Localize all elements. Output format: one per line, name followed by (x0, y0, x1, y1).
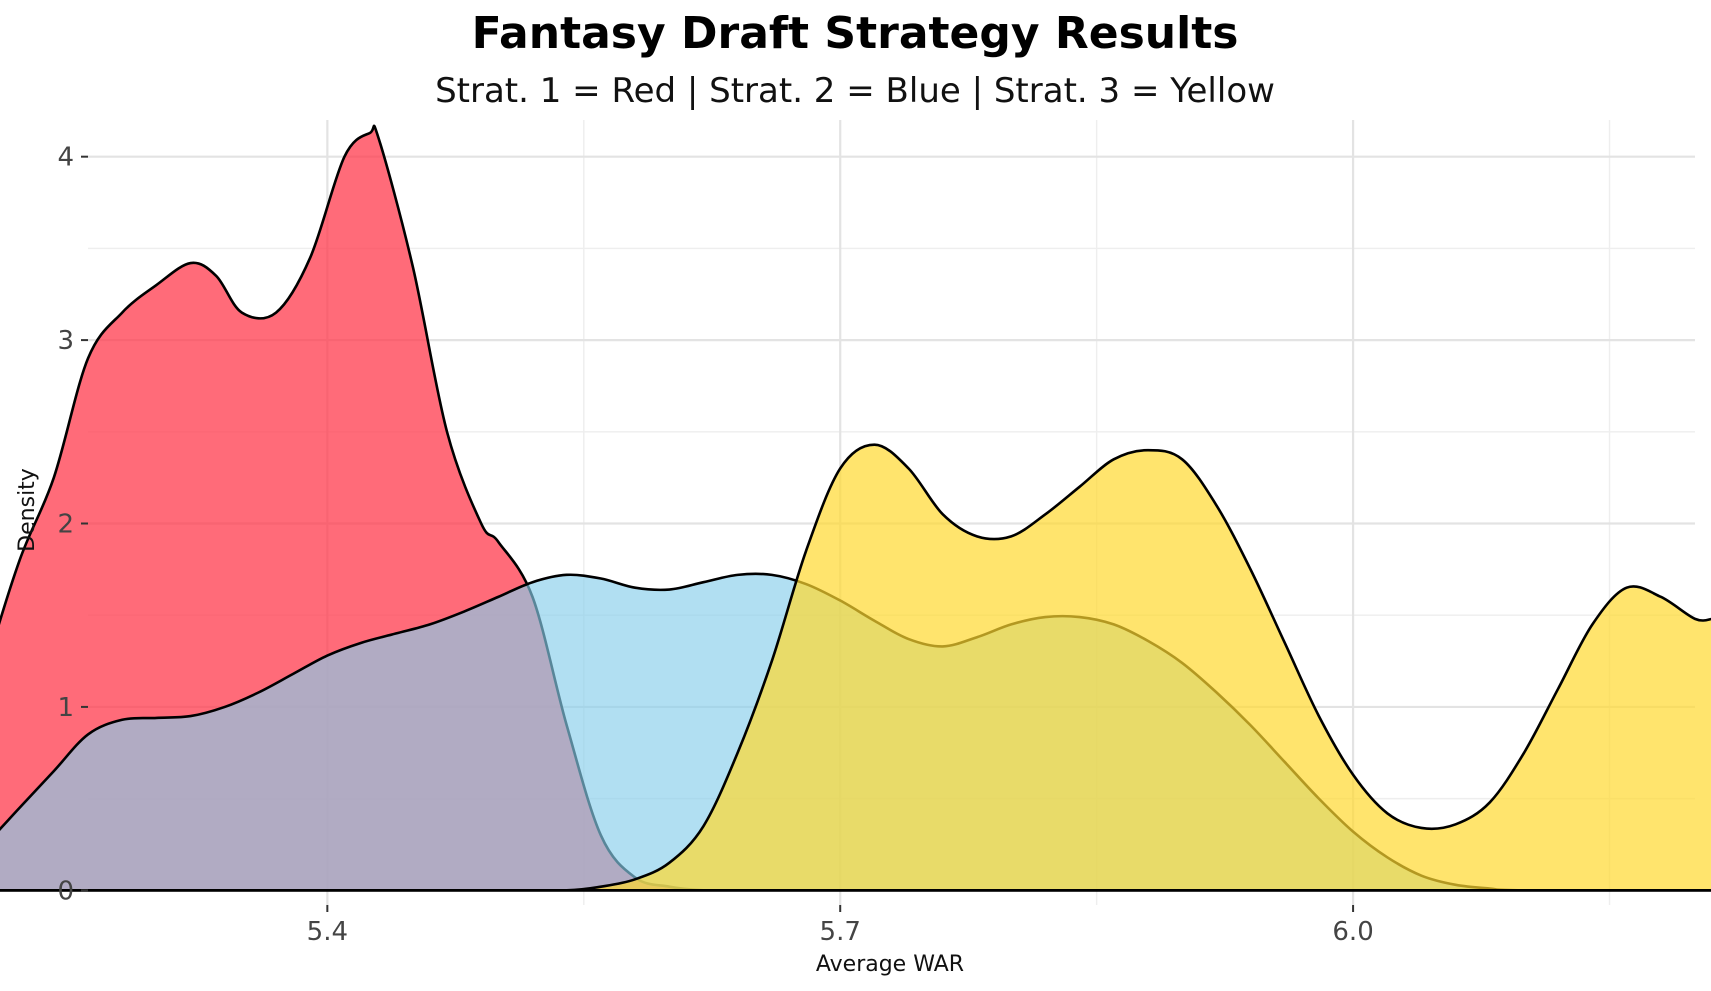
y-axis-title: Density (15, 468, 40, 552)
y-tick-label: 2 (57, 510, 74, 540)
y-tick-label: 4 (57, 143, 74, 173)
y-tick-label: 1 (57, 693, 74, 723)
x-tick-label: 6.0 (1332, 917, 1373, 947)
density-areas (0, 124, 1711, 892)
x-tick-label: 5.4 (307, 917, 348, 947)
x-axis-title: Average WAR (816, 952, 964, 977)
y-axis: 0 1 2 3 4 (57, 143, 88, 906)
density-strat-3-fill (0, 444, 1711, 891)
density-strat-3-outline (0, 443, 1711, 892)
y-tick-label: 0 (57, 876, 74, 906)
x-tick-label: 5.7 (820, 917, 861, 947)
y-tick-label: 3 (57, 326, 74, 356)
chart-title: Fantasy Draft Strategy Results (472, 8, 1239, 59)
x-axis: 5.4 5.7 6.0 (307, 905, 1374, 947)
chart-subtitle: Strat. 1 = Red | Strat. 2 = Blue | Strat… (435, 71, 1275, 111)
